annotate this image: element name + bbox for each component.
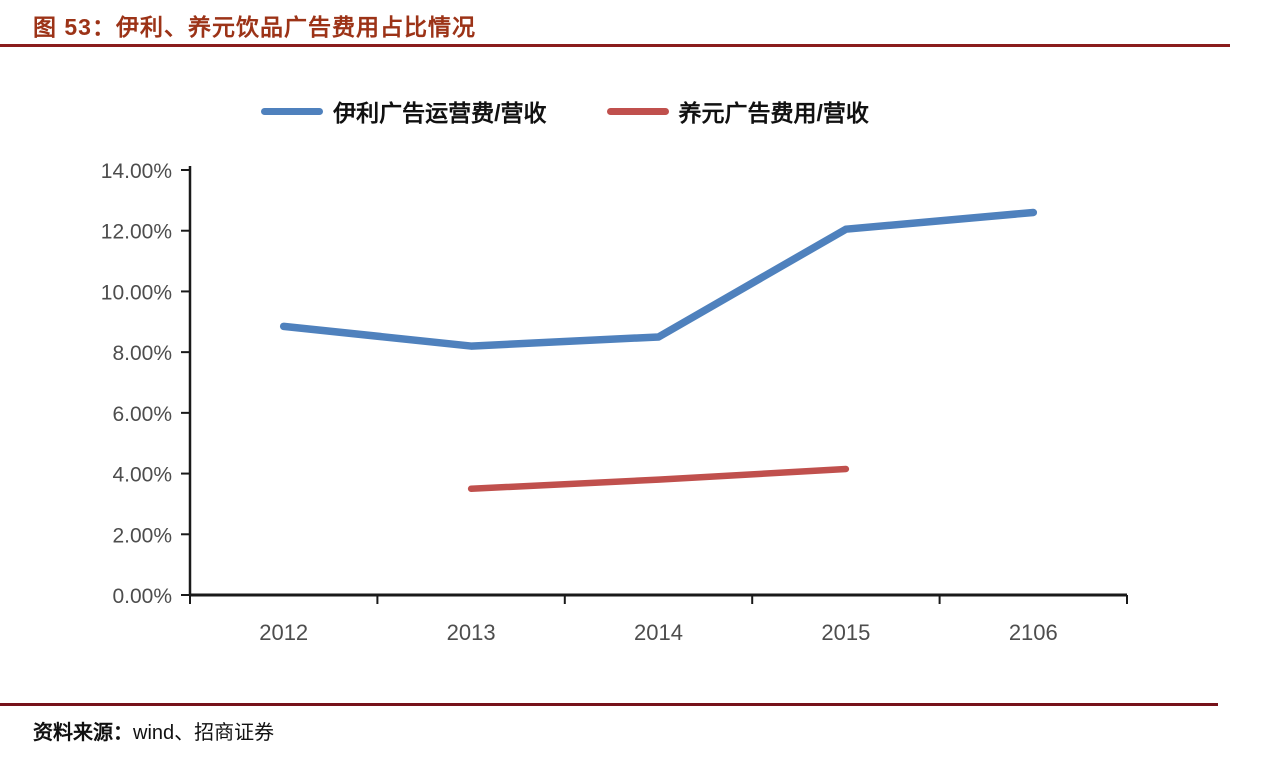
y-tick-label: 12.00% bbox=[101, 221, 172, 244]
y-tick-label: 8.00% bbox=[112, 342, 172, 365]
yangyuan-series-swatch bbox=[606, 107, 669, 115]
source-line: 资料来源：wind、招商证券 bbox=[33, 716, 274, 745]
x-tick-label: 2012 bbox=[259, 620, 308, 645]
x-tick-label: 2014 bbox=[634, 620, 683, 645]
y-tick-label: 2.00% bbox=[112, 524, 172, 547]
figure-title: 图 53：伊利、养元饮品广告费用占比情况 bbox=[33, 14, 476, 40]
title-rule bbox=[0, 44, 1230, 47]
legend-item-yangyuan: 养元广告费用/营收 bbox=[606, 94, 869, 128]
series-line-1 bbox=[467, 465, 850, 492]
source-label: 资料来源： bbox=[33, 722, 133, 744]
x-tick-label: 2013 bbox=[447, 620, 496, 645]
source-text: wind、招商证券 bbox=[133, 722, 275, 744]
yangyuan-series-label: 养元广告费用/营收 bbox=[678, 100, 869, 126]
series-line-0 bbox=[279, 208, 1038, 350]
y-tick-label: 14.00% bbox=[101, 160, 172, 183]
y-tick-label: 10.00% bbox=[101, 281, 172, 304]
y-tick-label: 0.00% bbox=[112, 585, 172, 608]
x-tick-label: 2106 bbox=[1009, 620, 1058, 645]
footer-rule bbox=[0, 703, 1218, 706]
chart-legend: 伊利广告运营费/营收 养元广告费用/营收 bbox=[0, 94, 1130, 128]
y-tick-label: 6.00% bbox=[112, 403, 172, 426]
yili-series-swatch bbox=[261, 107, 324, 115]
legend-item-yili: 伊利广告运营费/营收 bbox=[261, 94, 547, 128]
x-tick-label: 2015 bbox=[821, 620, 870, 645]
y-tick-label: 4.00% bbox=[112, 464, 172, 487]
yili-series-label: 伊利广告运营费/营收 bbox=[333, 100, 547, 126]
